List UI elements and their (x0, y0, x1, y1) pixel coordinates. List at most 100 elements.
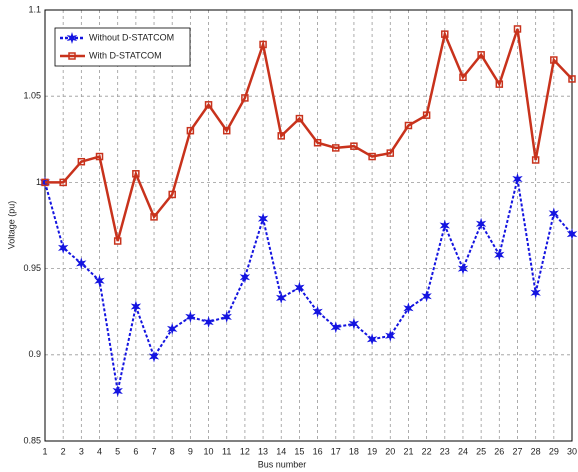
marker (276, 291, 287, 304)
marker (403, 302, 414, 315)
y-tick-label: 0.95 (23, 263, 41, 273)
marker (77, 157, 86, 166)
x-tick-label: 8 (170, 446, 175, 456)
marker (385, 329, 396, 342)
x-tick-label: 20 (385, 446, 395, 456)
marker (295, 114, 304, 123)
marker (477, 51, 485, 59)
marker (404, 121, 413, 130)
y-tick-label: 1.05 (23, 91, 41, 101)
x-tick-label: 27 (512, 446, 522, 456)
marker (441, 30, 449, 38)
marker (185, 310, 196, 323)
marker (221, 310, 232, 323)
marker (348, 317, 360, 330)
x-tick-label: 15 (294, 446, 304, 456)
marker (113, 237, 122, 245)
marker (186, 126, 195, 135)
y-axis-label: Voltage (pu) (6, 201, 16, 250)
marker (495, 80, 504, 88)
series-line (44, 178, 573, 392)
marker (168, 190, 176, 199)
plot-frame (44, 9, 573, 442)
marker (148, 350, 160, 363)
x-tick-label: 12 (240, 446, 250, 456)
legend-label: Without D-STATCOM (89, 32, 174, 42)
marker (530, 286, 541, 299)
x-tick-label: 19 (367, 446, 377, 456)
marker (475, 217, 487, 230)
marker (59, 178, 67, 187)
series-line (45, 28, 573, 242)
y-tick-label: 0.9 (28, 349, 41, 359)
x-tick-label: 28 (531, 446, 541, 456)
x-tick-label: 11 (222, 446, 231, 456)
marker (330, 321, 341, 334)
marker (332, 144, 340, 152)
marker (548, 207, 559, 220)
marker (457, 262, 469, 275)
marker (94, 274, 105, 287)
x-tick-label: 29 (549, 446, 559, 456)
marker (277, 132, 285, 140)
x-tick-label: 6 (133, 446, 138, 456)
x-tick-label: 23 (440, 446, 450, 456)
marker (366, 333, 378, 346)
marker (422, 111, 431, 119)
marker (513, 25, 522, 33)
x-tick-label: 5 (115, 446, 120, 456)
x-tick-label: 17 (331, 446, 341, 456)
marker (512, 173, 523, 185)
marker (76, 257, 87, 270)
marker (239, 271, 251, 284)
x-tick-label: 4 (97, 446, 102, 456)
x-tick-label: 16 (313, 446, 323, 456)
x-tick-label: 21 (403, 446, 413, 456)
x-axis-label: Bus number (258, 459, 307, 469)
x-tick-label: 26 (494, 446, 504, 456)
marker (257, 212, 269, 225)
x-tick-label: 9 (188, 446, 193, 456)
x-tick-label: 7 (152, 446, 157, 456)
x-tick-label: 10 (204, 446, 214, 456)
x-tick-label: 14 (276, 446, 286, 456)
marker (294, 281, 305, 294)
marker (41, 178, 49, 187)
marker (95, 152, 104, 161)
x-tick-label: 22 (422, 446, 432, 456)
marker (568, 75, 576, 83)
marker (241, 94, 249, 102)
marker (222, 126, 231, 135)
marker (150, 213, 158, 221)
legend-label: With D-STATCOM (89, 50, 162, 60)
marker (566, 228, 578, 241)
marker (130, 300, 142, 313)
marker (312, 305, 323, 318)
x-tick-label: 1 (42, 446, 47, 456)
y-tick-label: 1.1 (28, 4, 41, 14)
y-tick-label: 0.85 (23, 435, 41, 445)
x-tick-label: 13 (258, 446, 268, 456)
x-tick-label: 25 (476, 446, 486, 456)
legend-box (54, 27, 191, 67)
legend-marker (66, 32, 78, 44)
x-tick-label: 3 (79, 446, 84, 456)
x-tick-label: 24 (458, 446, 468, 456)
legend-marker (68, 52, 76, 60)
marker (386, 149, 395, 157)
marker (132, 170, 140, 178)
marker (368, 152, 376, 161)
marker (58, 241, 69, 254)
marker (112, 385, 123, 397)
y-tick-label: 1 (36, 177, 41, 187)
marker (439, 219, 450, 232)
x-tick-label: 30 (567, 446, 577, 456)
marker (459, 73, 467, 81)
marker (167, 322, 178, 335)
marker (204, 101, 213, 109)
marker (203, 316, 214, 328)
x-tick-label: 18 (349, 446, 359, 456)
marker (259, 40, 267, 49)
x-tick-label: 2 (61, 446, 66, 456)
